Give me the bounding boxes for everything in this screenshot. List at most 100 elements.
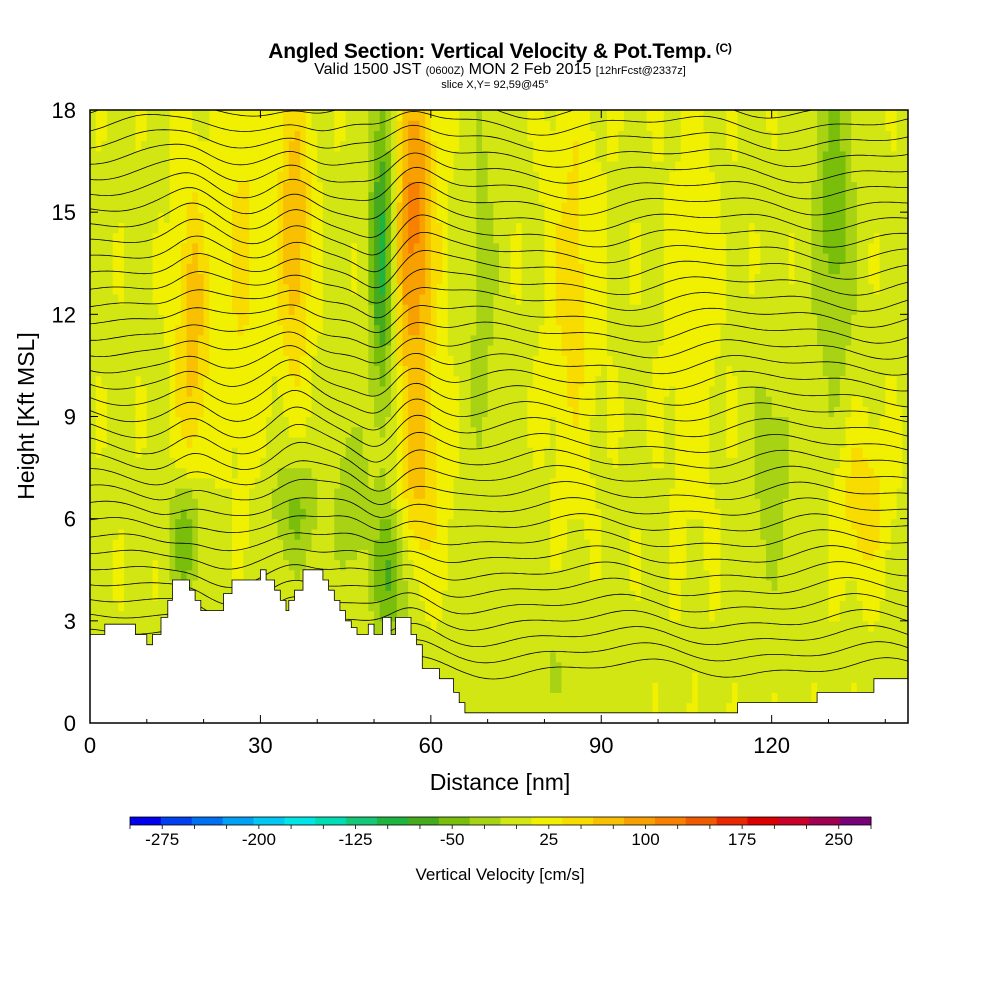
field-cell [419, 334, 426, 346]
field-cell [402, 171, 409, 183]
field-cell [311, 120, 318, 132]
field-cell [197, 365, 205, 377]
field-cell [510, 702, 517, 714]
field-cell [197, 120, 205, 132]
field-cell [260, 314, 267, 326]
field-cell [453, 150, 460, 162]
field-cell [504, 273, 511, 285]
field-cell [408, 161, 415, 172]
field-cell [158, 242, 165, 254]
field-cell [442, 569, 449, 581]
field-cell [118, 590, 125, 601]
field-cell [254, 416, 262, 428]
field-cell [413, 406, 421, 418]
field-cell [493, 579, 500, 591]
field-cell [237, 559, 244, 571]
field-cell [442, 436, 449, 448]
field-cell [158, 488, 165, 499]
field-cell [442, 579, 449, 591]
field-cell [459, 467, 466, 479]
field-cell [413, 181, 421, 193]
field-cell [277, 293, 284, 305]
field-cell [527, 436, 534, 448]
field-cell [101, 120, 108, 132]
field-cell [146, 150, 154, 162]
field-cell [555, 610, 563, 622]
field-cell [317, 334, 324, 346]
field-cell [544, 150, 551, 162]
field-cell [232, 212, 239, 223]
field-cell [317, 549, 324, 561]
field-cell [544, 416, 551, 428]
field-cell [362, 181, 369, 193]
field-cell [481, 457, 489, 469]
field-cell [385, 528, 392, 540]
field-cell [141, 426, 148, 438]
field-cell [499, 631, 506, 642]
field-cell [538, 549, 546, 561]
field-cell [180, 222, 188, 234]
field-cell [101, 457, 108, 469]
field-cell [180, 130, 188, 142]
field-cell [317, 273, 324, 285]
field-cell [561, 641, 568, 653]
field-cell [124, 488, 131, 499]
field-cell [101, 498, 108, 510]
field-cell [112, 590, 119, 601]
field-cell [447, 120, 455, 132]
field-cell [413, 232, 421, 244]
field-cell [322, 273, 330, 285]
field-cell [402, 498, 409, 510]
field-cell [527, 477, 534, 489]
field-cell [146, 171, 154, 183]
field-cell [345, 140, 352, 152]
field-cell [504, 150, 511, 162]
field-cell [339, 539, 347, 550]
field-cell [476, 579, 483, 591]
field-cell [521, 344, 528, 356]
field-cell [209, 273, 216, 285]
field-cell [516, 436, 523, 448]
field-cell [396, 304, 404, 315]
field-cell [436, 120, 443, 132]
field-cell [453, 375, 460, 387]
field-cell [464, 477, 472, 489]
field-cell [158, 140, 165, 152]
field-cell [90, 130, 97, 142]
field-cell [436, 641, 443, 653]
field-cell [112, 508, 119, 520]
field-cell [351, 539, 358, 550]
field-cell [447, 498, 455, 510]
field-cell [101, 569, 108, 581]
field-cell [101, 355, 108, 367]
field-cell [493, 559, 500, 571]
field-cell [430, 416, 438, 428]
field-cell [368, 171, 375, 183]
field-cell [391, 610, 398, 622]
field-cell [413, 314, 421, 326]
field-cell [550, 171, 557, 183]
field-cell [493, 283, 500, 295]
field-cell [351, 426, 358, 438]
field-cell [459, 620, 466, 632]
field-cell [209, 181, 216, 193]
field-cell [175, 232, 182, 244]
field-cell [203, 488, 210, 499]
field-cell [487, 263, 494, 275]
field-cell [396, 549, 404, 561]
field-cell [192, 140, 199, 152]
field-cell [226, 436, 233, 448]
field-cell [305, 130, 313, 142]
field-cell [425, 406, 432, 418]
field-cell [277, 201, 284, 213]
field-cell [464, 406, 472, 418]
field-cell [135, 344, 142, 356]
field-cell [533, 232, 540, 244]
field-cell [476, 110, 483, 121]
field-cell [362, 549, 369, 561]
field-cell [175, 498, 182, 510]
field-cell [107, 375, 114, 387]
field-cell [322, 457, 330, 469]
field-cell [322, 355, 330, 367]
field-cell [476, 191, 483, 203]
